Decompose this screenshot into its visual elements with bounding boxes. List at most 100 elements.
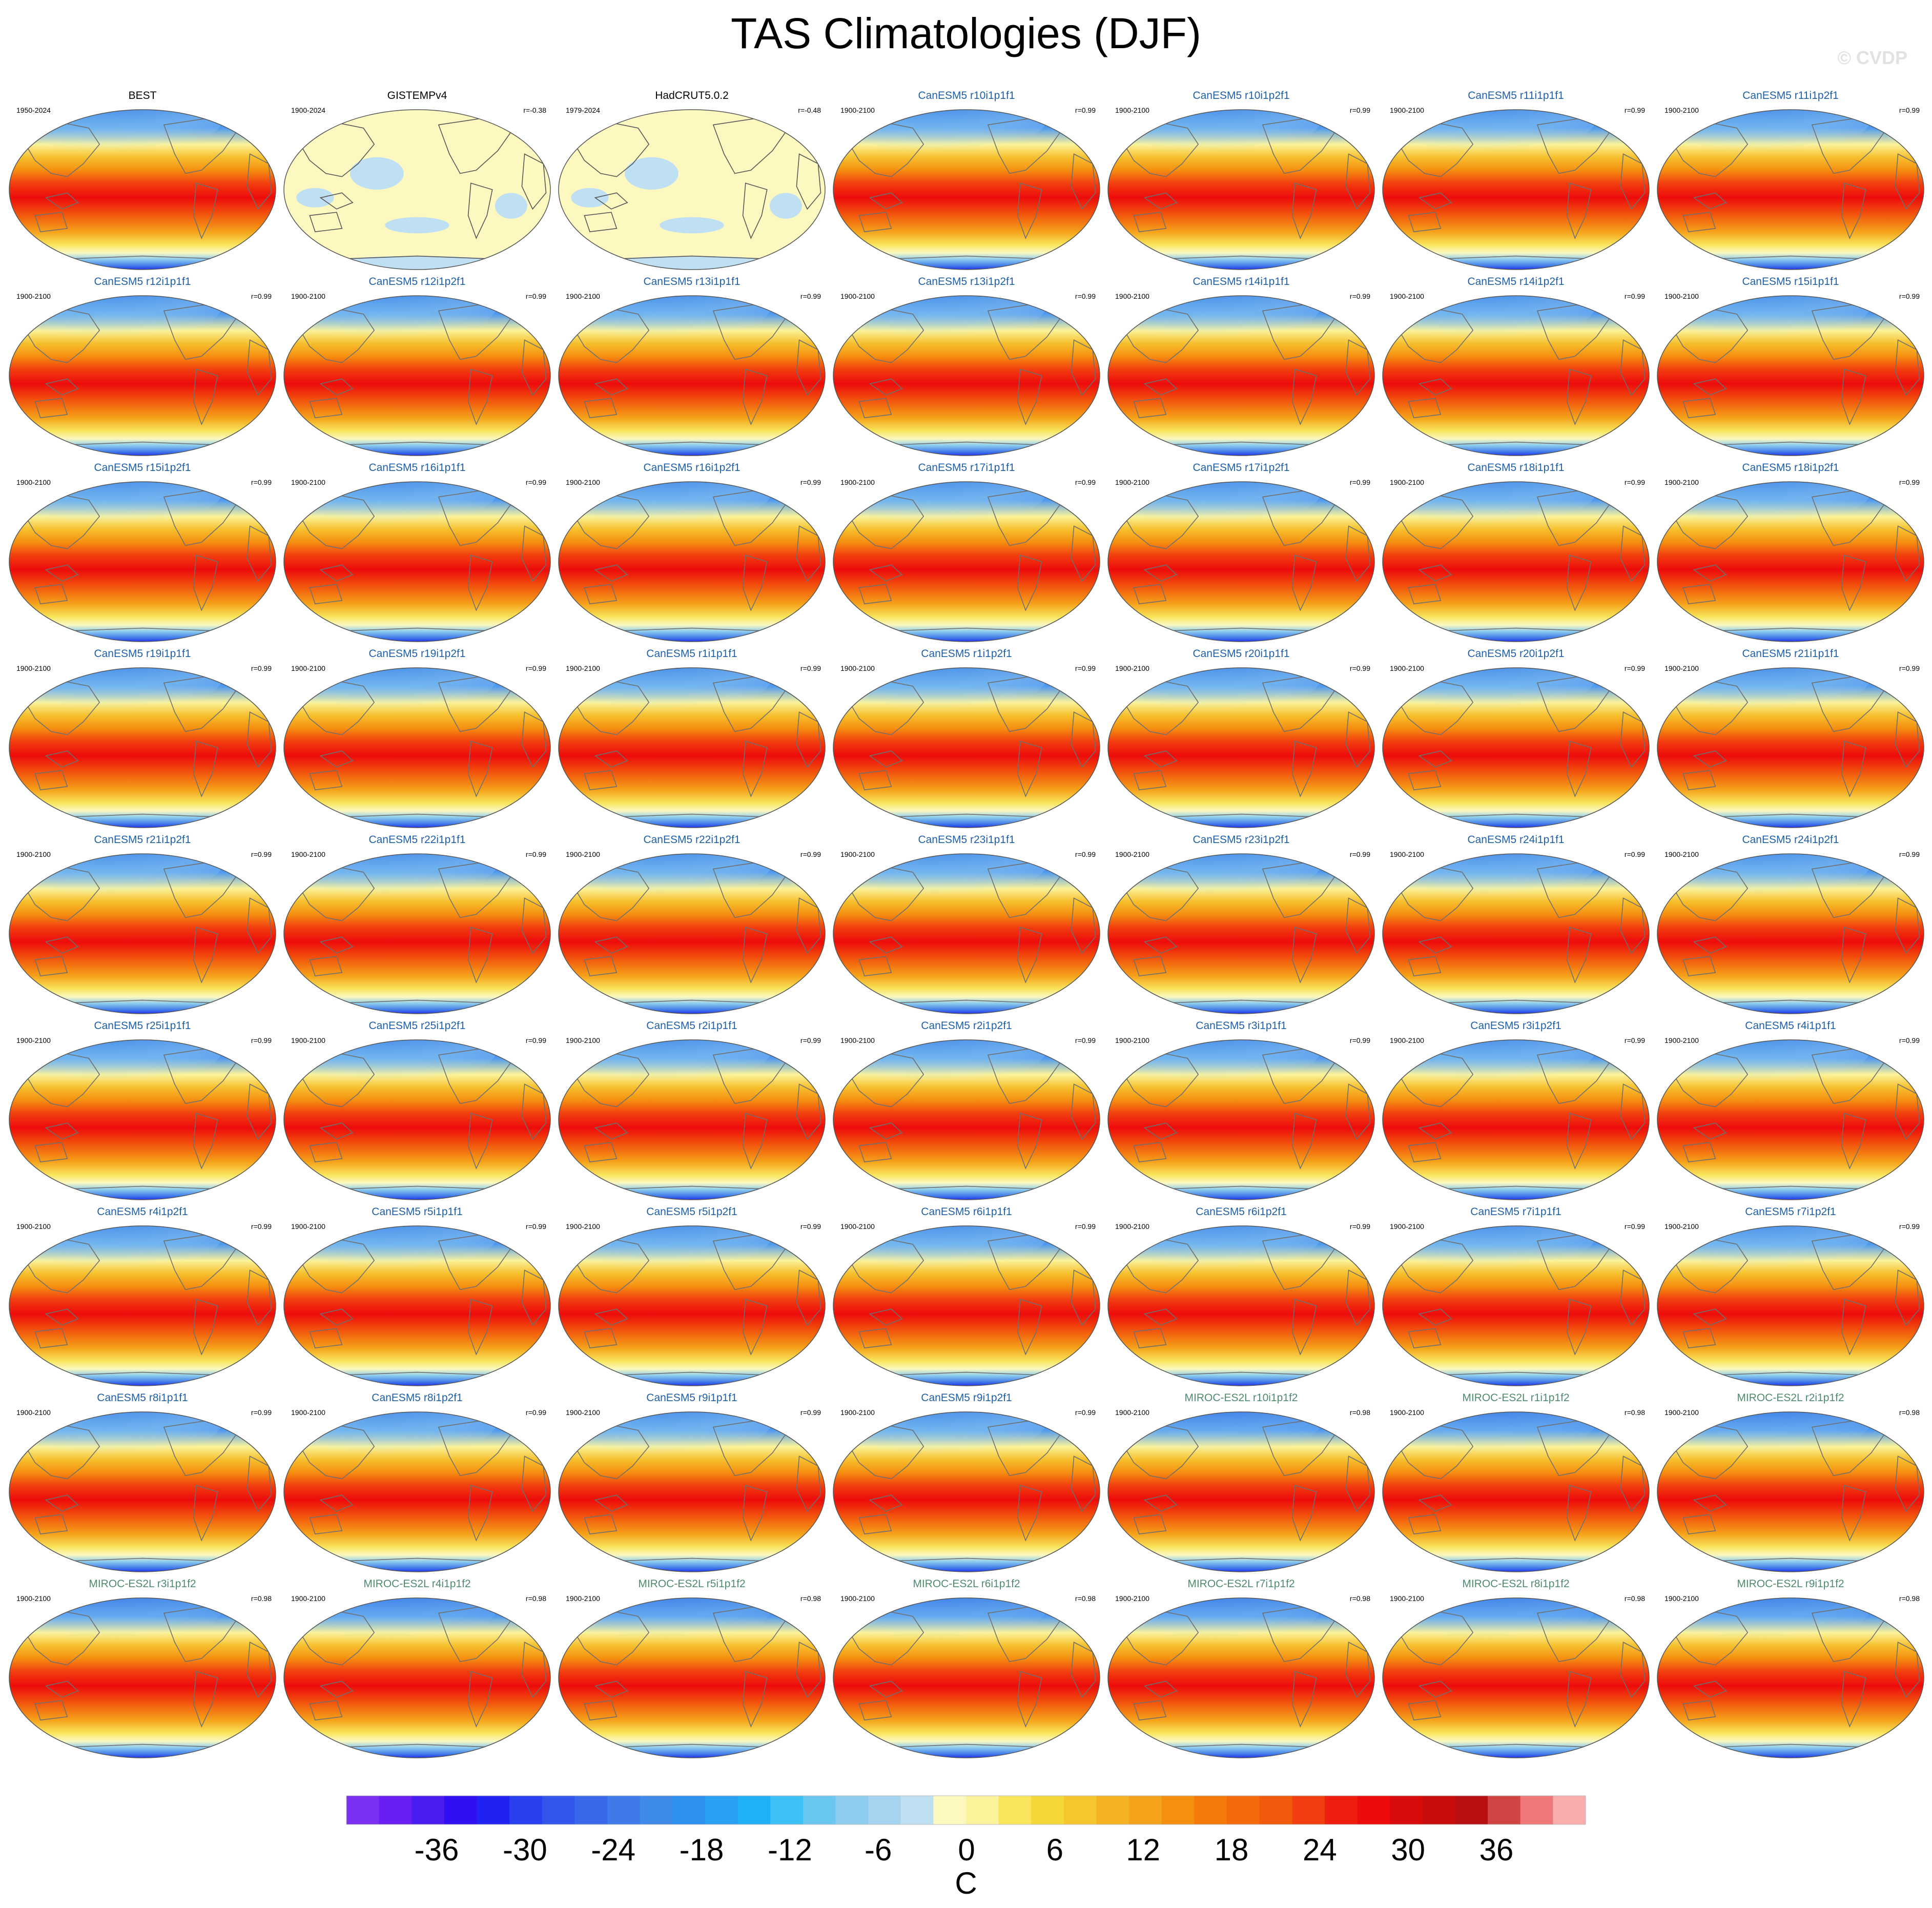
robinson-map	[833, 667, 1100, 828]
colorbar-tick-label: 18	[1214, 1833, 1249, 1867]
coastline	[521, 711, 547, 768]
coastline	[331, 813, 503, 818]
map-border	[1107, 853, 1375, 1014]
map-panel: CanESM5 r1i1p1f1 1900-2100 r=0.99	[558, 648, 826, 829]
panel-correlation: r=0.99	[1624, 106, 1645, 114]
panel-years: 1900-2100	[16, 478, 51, 486]
coastline	[1017, 1671, 1042, 1728]
coastline	[1133, 956, 1167, 977]
panel-correlation: r=0.99	[1899, 664, 1920, 672]
coastline	[1704, 441, 1877, 446]
coastline	[1566, 1671, 1592, 1728]
map-border	[9, 295, 276, 456]
colorbar-swatch	[346, 1796, 380, 1824]
panel-years: 1900-2100	[840, 850, 875, 858]
panel-correlation: r=0.99	[251, 850, 272, 858]
panel-correlation: r=0.99	[1075, 106, 1096, 114]
coastline	[796, 711, 821, 768]
panel-correlation: r=0.98	[1899, 1408, 1920, 1417]
map-panel: MIROC-ES2L r7i1p1f2 1900-2100 r=0.98	[1107, 1578, 1375, 1759]
map-border	[1657, 1225, 1924, 1386]
colorbar-tick-label: -6	[864, 1833, 892, 1867]
panel-title: CanESM5 r14i1p1f1	[1193, 276, 1290, 288]
coastline	[742, 368, 768, 425]
coastline	[331, 1557, 503, 1562]
robinson-map	[1107, 667, 1375, 828]
colorbar-swatch	[998, 1796, 1032, 1824]
coastline	[1291, 1299, 1317, 1356]
panel-years: 1900-2100	[1115, 1408, 1149, 1417]
map-panel: CanESM5 r8i1p1f1 1900-2100 r=0.99	[8, 1392, 277, 1573]
map-border	[283, 667, 551, 828]
missing-data-field	[559, 110, 825, 270]
panel-correlation: r=0.99	[1349, 850, 1370, 858]
panel-correlation: r=0.98	[800, 1594, 821, 1603]
coastline	[796, 153, 821, 210]
colorbar-tick-label: 12	[1126, 1833, 1161, 1867]
coastline	[309, 1328, 343, 1349]
coastline	[467, 555, 493, 611]
coastline	[880, 1185, 1053, 1190]
map-panel: CanESM5 r3i1p2f1 1900-2100 r=0.99	[1382, 1020, 1650, 1201]
coastline	[193, 368, 218, 425]
coastline	[606, 1557, 778, 1562]
coastline	[1071, 1642, 1096, 1698]
robinson-map	[1382, 109, 1650, 270]
coastline	[1133, 1700, 1167, 1721]
coastline	[309, 212, 343, 233]
map-panel: CanESM5 r22i1p2f1 1900-2100 r=0.99	[558, 834, 826, 1015]
colorbar-swatch	[444, 1796, 478, 1824]
robinson-map	[283, 1039, 551, 1200]
panel-title: CanESM5 r8i1p2f1	[372, 1392, 463, 1404]
panel-years: 1900-2100	[566, 478, 600, 486]
colorbar-swatch	[1031, 1796, 1064, 1824]
coastline	[869, 750, 903, 768]
coastline	[193, 741, 218, 797]
coastline	[1143, 192, 1178, 210]
missing-data-field	[284, 110, 550, 270]
coastline	[1430, 1743, 1602, 1748]
panel-title: MIROC-ES2L r8i1p1f2	[1462, 1578, 1570, 1590]
colorbar-unit-label: C	[955, 1866, 977, 1900]
map-border	[558, 1597, 826, 1758]
coastline	[34, 212, 68, 233]
map-border	[833, 109, 1100, 270]
coastline	[1841, 182, 1866, 239]
map-panel: CanESM5 r18i1p1f1 1900-2100 r=0.99	[1382, 462, 1650, 643]
coastline	[1155, 999, 1327, 1004]
map-panel: CanESM5 r21i1p2f1 1900-2100 r=0.99	[8, 834, 277, 1015]
coastline	[1682, 1700, 1716, 1721]
coastline	[1133, 1514, 1167, 1535]
map-panel: CanESM5 r11i1p2f1 1900-2100 r=0.99	[1656, 90, 1925, 271]
robinson-map	[558, 1225, 826, 1386]
coastline	[1841, 741, 1866, 797]
map-panel: CanESM5 r20i1p1f1 1900-2100 r=0.99	[1107, 648, 1375, 829]
coastline	[606, 999, 778, 1004]
coastline	[1704, 1185, 1877, 1190]
robinson-map	[1382, 1225, 1650, 1386]
coastline	[1682, 770, 1716, 791]
panel-title: CanESM5 r10i1p2f1	[1193, 90, 1290, 101]
panel-title: CanESM5 r18i1p2f1	[1742, 462, 1839, 474]
coastline	[246, 1455, 272, 1512]
map-border	[1382, 1225, 1650, 1386]
panel-years: 1900-2100	[291, 292, 325, 300]
coastline	[309, 956, 343, 977]
colorbar-swatch	[1488, 1796, 1521, 1824]
light-blue-patch	[495, 193, 527, 219]
coastline	[319, 1494, 354, 1512]
coastline	[796, 525, 821, 582]
panel-title: CanESM5 r17i1p1f1	[918, 462, 1015, 474]
map-panel: HadCRUT5.0.2 1979-2024 r=-0.48	[558, 90, 826, 271]
colorbar-swatch	[379, 1796, 412, 1824]
panel-correlation: r=-0.38	[523, 106, 546, 114]
panel-title: CanESM5 r10i1p1f1	[918, 90, 1015, 101]
panel-correlation: r=0.99	[1075, 1222, 1096, 1230]
coastline	[467, 1299, 493, 1356]
panel-title: MIROC-ES2L r2i1p1f2	[1737, 1392, 1844, 1404]
robinson-map	[833, 1039, 1100, 1200]
coastline	[606, 1743, 778, 1748]
coastline	[1841, 1485, 1866, 1542]
coastline	[1133, 398, 1167, 419]
map-border	[558, 1225, 826, 1386]
